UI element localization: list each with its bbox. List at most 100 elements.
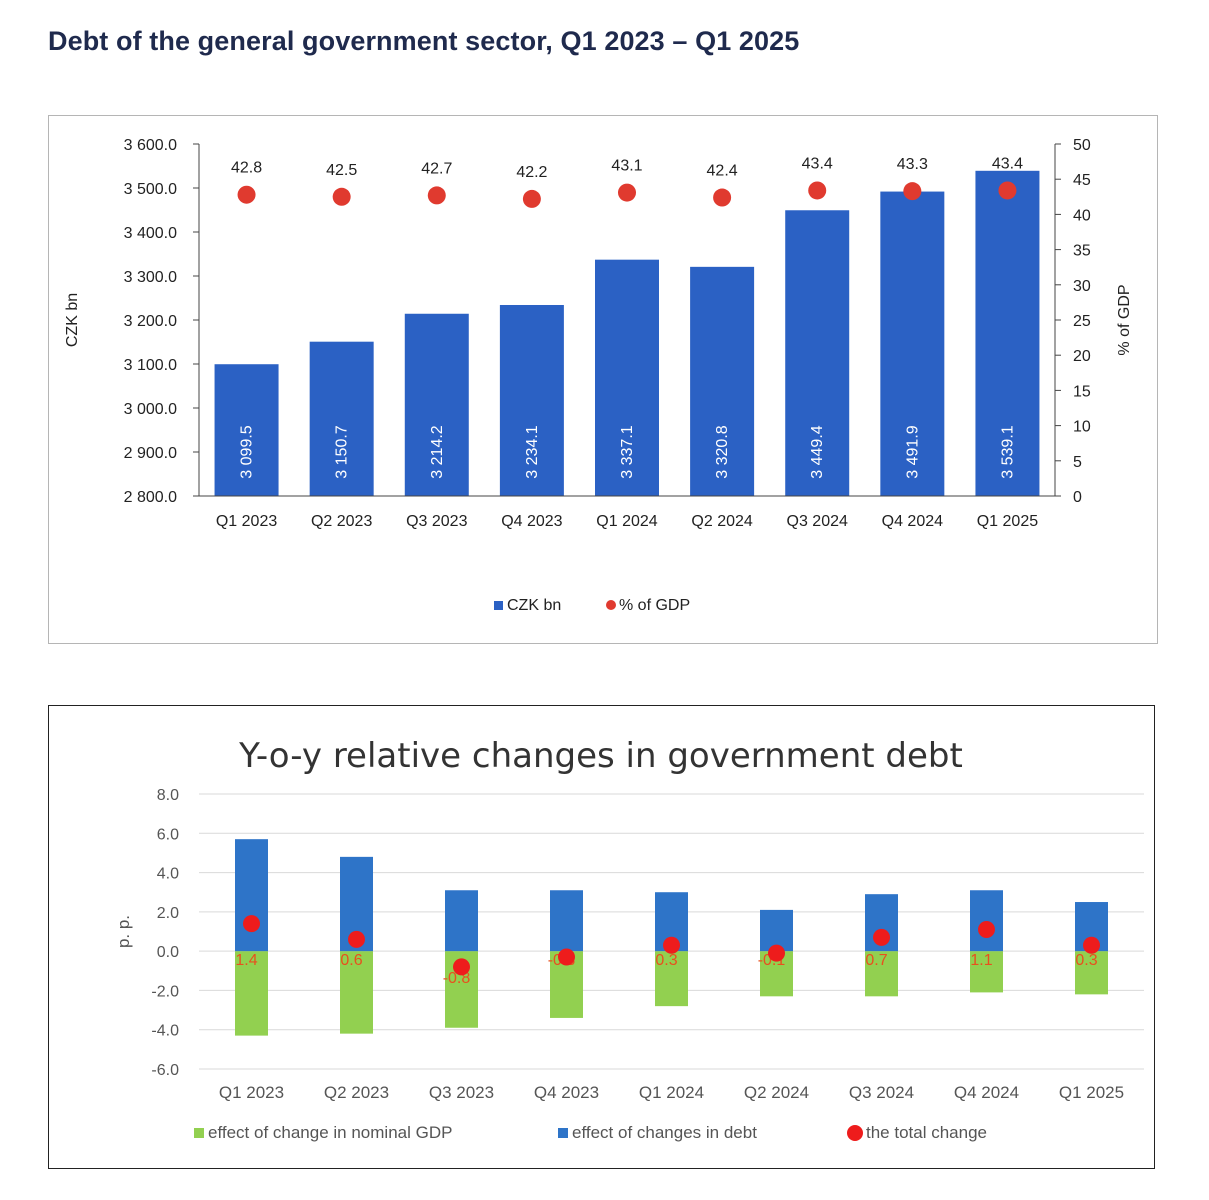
gdp-share-point <box>522 189 541 208</box>
yoy-changes-chart: Y-o-y relative changes in government deb… <box>114 736 1144 1142</box>
debt-bar <box>690 266 755 496</box>
legend-label-czk: CZK bn <box>507 597 561 614</box>
x-tick-label: Q3 2023 <box>429 1083 494 1102</box>
debt-bar <box>880 191 945 496</box>
debt-bar-label: 3 234.1 <box>524 425 541 478</box>
gdp-share-point <box>998 181 1017 200</box>
debt-bar-label: 3 449.4 <box>809 425 826 478</box>
gdp-effect-bar <box>340 951 373 1034</box>
total-change-label: 0.3 <box>655 952 677 969</box>
debt-bar <box>595 259 659 496</box>
legend-label-debt: effect of changes in debt <box>572 1123 757 1142</box>
x-tick-label: Q1 2025 <box>1059 1083 1124 1102</box>
y-tick-label: 3 500.0 <box>124 181 177 198</box>
legend-swatch-debt <box>558 1128 568 1138</box>
total-change-label: 0.7 <box>865 952 887 969</box>
y-tick-label: 4.0 <box>157 866 179 883</box>
gdp-effect-bar <box>1075 951 1108 995</box>
y-tick-label: 0.0 <box>157 944 179 961</box>
debt-effect-bar <box>235 839 268 952</box>
y-tick-label: 8.0 <box>157 787 179 804</box>
x-tick-label: Q3 2024 <box>787 513 848 530</box>
debt-effect-bar <box>970 890 1003 952</box>
debt-bar-label: 3 320.8 <box>714 425 731 478</box>
y-tick-label: 2 900.0 <box>124 445 177 462</box>
gdp-share-label: 43.3 <box>897 156 928 173</box>
gdp-share-point <box>713 188 732 207</box>
y-tick-label: -6.0 <box>151 1062 179 1079</box>
gdp-effect-bar <box>865 951 898 997</box>
x-tick-label: Q1 2023 <box>216 513 277 530</box>
y-axis-label: CZK bn <box>64 293 81 347</box>
debt-bar <box>214 364 279 496</box>
gdp-share-point <box>618 183 636 202</box>
debt-bar-label: 3 099.5 <box>239 425 256 478</box>
legend-label-total: the total change <box>866 1123 987 1142</box>
legend-swatch-czk <box>494 601 503 610</box>
total-change-label: 1.4 <box>235 952 257 969</box>
y-tick-label: 2 800.0 <box>124 489 177 506</box>
y-tick-label: -4.0 <box>151 1023 179 1040</box>
total-change-point <box>453 958 470 976</box>
total-change-point <box>768 944 785 962</box>
debt-bar <box>499 304 564 496</box>
x-tick-label: Q1 2025 <box>977 513 1038 530</box>
gdp-share-point <box>903 182 922 201</box>
x-tick-label: Q2 2023 <box>324 1083 389 1102</box>
chart-title: Y-o-y relative changes in government deb… <box>238 736 963 776</box>
gdp-share-label: 42.8 <box>231 160 262 177</box>
total-change-label: 1.1 <box>970 952 992 969</box>
y2-tick-label: 50 <box>1073 137 1091 154</box>
gdp-share-label: 42.2 <box>516 164 547 181</box>
legend-swatch-gdp <box>194 1128 204 1138</box>
x-tick-label: Q4 2024 <box>882 513 943 530</box>
debt-effect-bar <box>550 890 583 952</box>
gdp-effect-bar <box>970 951 1003 993</box>
y-tick-label: 3 100.0 <box>124 357 177 374</box>
debt-chart-panel: 2 800.0 2 900.0 3 000.0 3 100.0 3 200.0 3 300… <box>48 115 1158 644</box>
gdp-share-label: 43.1 <box>611 158 642 175</box>
y-axis-label: p. p. <box>114 915 133 948</box>
debt-bar <box>404 313 469 496</box>
total-change-label: 0.6 <box>340 952 362 969</box>
debt-bar-label: 3 214.2 <box>429 425 446 478</box>
yoy-changes-chart-panel: Y-o-y relative changes in government deb… <box>48 705 1155 1169</box>
total-change-label: 0.3 <box>1075 952 1097 969</box>
gdp-share-label: 42.4 <box>707 163 738 180</box>
gdp-share-label: 42.5 <box>326 162 357 179</box>
debt-bar-label: 3 491.9 <box>904 425 921 478</box>
y2-tick-label: 45 <box>1073 172 1091 189</box>
y2-tick-label: 10 <box>1073 419 1091 436</box>
y-tick-label: 3 300.0 <box>124 269 177 286</box>
gdp-share-point <box>332 187 351 206</box>
x-tick-label: Q2 2024 <box>691 513 752 530</box>
debt-bar <box>785 210 850 496</box>
total-change-point <box>978 921 995 939</box>
legend-label-gdp: % of GDP <box>619 597 690 614</box>
x-tick-label: Q3 2024 <box>849 1083 914 1102</box>
y-tick-label: 3 600.0 <box>124 137 177 154</box>
gdp-effect-bar <box>235 951 268 1036</box>
x-tick-label: Q1 2024 <box>596 513 657 530</box>
y2-tick-label: 0 <box>1073 489 1082 506</box>
total-change-point <box>243 915 260 933</box>
total-change-point <box>663 936 680 954</box>
x-tick-label: Q4 2023 <box>534 1083 599 1102</box>
debt-chart: 2 800.0 2 900.0 3 000.0 3 100.0 3 200.0 3 300… <box>64 137 1133 614</box>
debt-bar-label: 3 539.1 <box>999 425 1016 478</box>
y2-tick-label: 30 <box>1073 278 1091 295</box>
legend-label-gdp: effect of change in nominal GDP <box>208 1123 452 1142</box>
y-tick-label: 6.0 <box>157 826 179 843</box>
total-change-point <box>1083 936 1100 954</box>
x-tick-label: Q1 2024 <box>639 1083 704 1102</box>
y-tick-label: 2.0 <box>157 905 179 922</box>
gdp-share-point <box>427 186 446 205</box>
x-tick-label: Q4 2023 <box>501 513 562 530</box>
y2-tick-label: 15 <box>1073 383 1091 400</box>
y2-axis-label: % of GDP <box>1116 284 1133 355</box>
x-tick-label: Q3 2023 <box>406 513 467 530</box>
legend-swatch-total <box>847 1125 863 1141</box>
total-change-point <box>558 948 575 966</box>
x-tick-label: Q1 2023 <box>219 1083 284 1102</box>
debt-bar-label: 3 337.1 <box>619 425 636 478</box>
